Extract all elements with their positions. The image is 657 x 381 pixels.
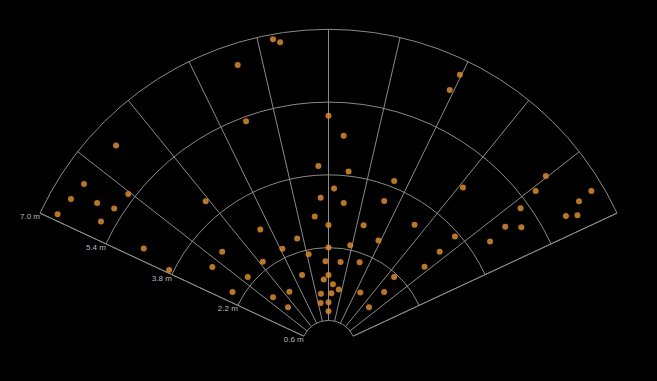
html-text:3.8 m: 3.8 m xyxy=(485,267,506,277)
html-text:7.0 m: 7.0 m xyxy=(617,206,637,216)
html-text:0.6 m: 0.6 m xyxy=(353,329,374,339)
html-text:2.2 m: 2.2 m xyxy=(419,298,440,308)
svg-text:5.4 m: 5.4 m xyxy=(86,243,106,252)
svg-text:3.8 m: 3.8 m xyxy=(152,274,172,283)
svg-text:2.2 m: 2.2 m xyxy=(218,304,238,313)
html-text:5.4 m: 5.4 m xyxy=(551,236,572,246)
svg-text:0.6 m: 0.6 m xyxy=(284,335,304,344)
svg-text:7.0 m: 7.0 m xyxy=(20,212,40,221)
